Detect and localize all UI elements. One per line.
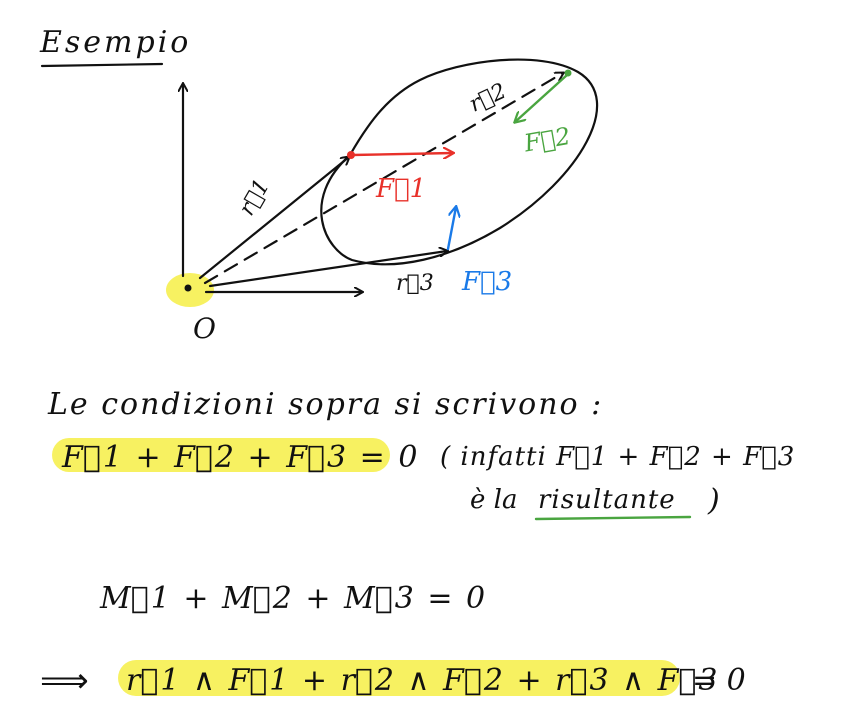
conditions-sentence: Le condizioni sopra si scrivono : [47, 387, 603, 422]
note-line-1: ( infatti F⃗1 + F⃗2 + F⃗3 [440, 442, 795, 472]
r1-vector [198, 157, 349, 280]
r2-vector [203, 73, 563, 285]
cross-equation-highlight [118, 660, 680, 696]
title: Esempio [39, 25, 191, 60]
implies-arrow: ⟹ [40, 661, 89, 701]
note-line-2-prefix: è la [470, 485, 517, 515]
force-equation-highlight [52, 438, 390, 472]
r1-label: r⃗1 [235, 175, 276, 220]
force-sum-equation: F⃗1 + F⃗2 + F⃗3 = 0 [61, 440, 419, 475]
F1-vector [350, 153, 453, 155]
origin-label: O [193, 312, 216, 345]
origin-point [184, 284, 192, 292]
r2-label: r⃗2 [466, 79, 511, 118]
F3-label: F⃗3 [461, 267, 512, 297]
risultante-underline [534, 515, 692, 521]
F2-vector [515, 73, 569, 122]
cross-product-equation: r⃗1 ∧ F⃗1 + r⃗2 ∧ F⃗2 + r⃗3 ∧ F⃗3 [126, 663, 720, 698]
F1-label: F⃗1 [375, 174, 426, 204]
F3-vector [446, 207, 456, 251]
cross-product-equals-zero: = 0 [692, 663, 746, 698]
r3-label: r⃗3 [396, 271, 434, 296]
note-line-2-suffix: ) [707, 483, 720, 518]
F2-label: F⃗2 [521, 122, 572, 158]
rigid-body-outline [320, 58, 598, 266]
moment-sum-equation: M⃗1 + M⃗2 + M⃗3 = 0 [99, 581, 487, 616]
note-risultante: risultante [538, 485, 676, 515]
title-underline [40, 62, 164, 68]
r3-vector [208, 251, 447, 288]
